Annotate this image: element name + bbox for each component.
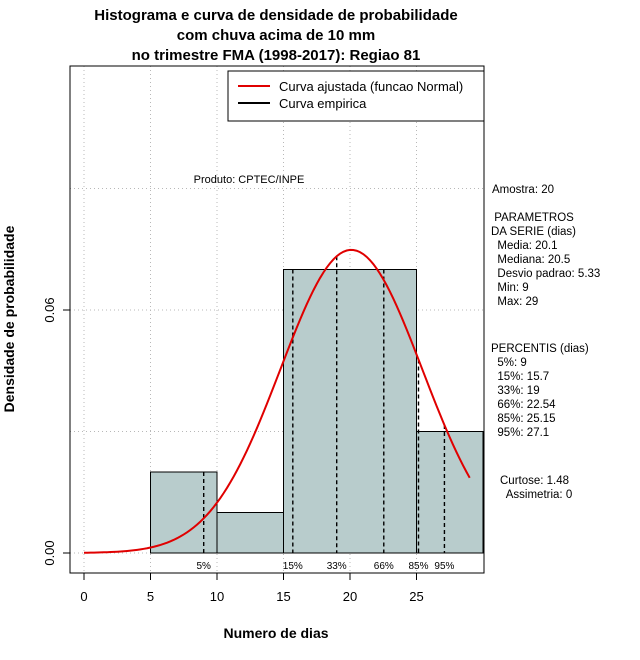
y-tick-label: 0.00 <box>42 540 57 565</box>
title-line: no trimestre FMA (1998-2017): Regiao 81 <box>132 47 421 64</box>
legend-box <box>227 70 485 122</box>
x-tick-label: 0 <box>80 589 87 604</box>
percentile-lines: 5% 15% 33% 66% 85% 95% <box>196 256 455 572</box>
x-tick-label: 25 <box>409 589 423 604</box>
sample-size-label: Amostra: 20 <box>492 184 554 196</box>
percentile-label: 85% <box>408 561 428 572</box>
plot-frame <box>69 65 485 574</box>
chart-title: Histograma e curva de densidade de proba… <box>94 7 457 64</box>
percentile-label: 66% <box>374 561 394 572</box>
title-line: com chuva acima de 10 mm <box>177 27 375 44</box>
percentile-summary: PERCENTIS (dias) 5%: 9 15%: 15.7 33%: 19… <box>491 343 589 439</box>
percentile-label: 95% <box>434 561 454 572</box>
shape-statistics: Curtose: 1.48 Assimetria: 0 <box>500 475 573 501</box>
x-tick-label: 15 <box>276 589 290 604</box>
legend-label: Curva empirica <box>279 96 367 111</box>
axes: 0 5 10 15 20 25 0.00 0.06 Numero de dias Densidad… <box>1 65 485 641</box>
histogram-bar <box>283 269 417 554</box>
x-tick-label: 5 <box>147 589 154 604</box>
normal-curve <box>83 248 471 554</box>
percentile-label: 15% <box>283 561 303 572</box>
normal-fit-curve <box>83 248 471 554</box>
histogram-bar <box>416 431 484 554</box>
histogram-bar <box>150 471 218 554</box>
product-annotation: Produto: CPTEC/INPE <box>194 174 305 186</box>
y-tick-label: 0.06 <box>42 297 57 322</box>
y-axis-label: Densidade de probabilidade <box>1 225 17 412</box>
histogram-bars <box>150 269 484 554</box>
x-tick-label: 10 <box>210 589 224 604</box>
percentile-label: 33% <box>327 561 347 572</box>
x-tick-label: 20 <box>343 589 357 604</box>
x-axis-label: Numero de dias <box>223 625 328 641</box>
legend: Curva ajustada (funcao Normal) Curva empi… <box>227 70 485 122</box>
title-line: Histograma e curva de densidade de proba… <box>94 7 457 24</box>
legend-label: Curva ajustada (funcao Normal) <box>279 79 463 94</box>
percentile-label: 5% <box>196 561 211 572</box>
histogram-bar <box>216 512 284 554</box>
series-parameters: PARAMETROS DA SERIE (dias) Media: 20.1 M… <box>491 212 601 308</box>
